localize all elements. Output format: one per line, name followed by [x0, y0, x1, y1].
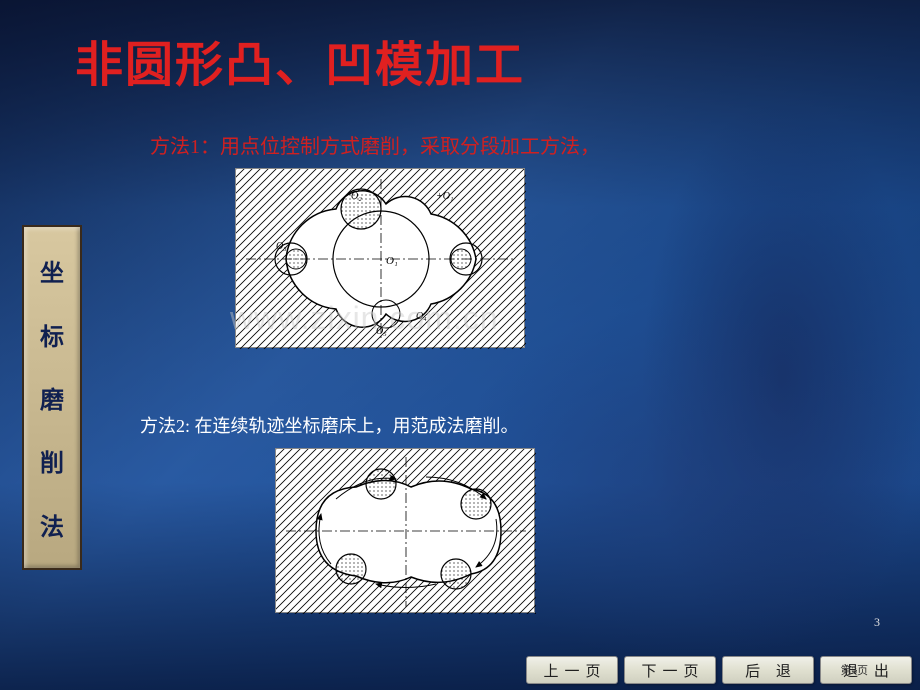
sidebar-char: 标: [40, 317, 64, 352]
page-indicator: 第3页: [841, 662, 869, 678]
method1-caption: 方法1：用点位控制方式磨削，采取分段加工方法，: [150, 130, 600, 159]
sidebar-char: 法: [40, 507, 64, 542]
sidebar-vertical-label: 坐 标 磨 削 法: [22, 225, 82, 570]
svg-text:O₂: O₂: [351, 191, 362, 202]
sidebar-char: 削: [40, 443, 64, 478]
svg-text:O₁: O₁: [386, 255, 398, 267]
svg-text:+O₁: +O₁: [436, 191, 453, 202]
sidebar-char: 磨: [40, 380, 64, 415]
method2-caption: 方法2: 在连续轨迹坐标磨床上，用范成法磨削。: [140, 412, 519, 438]
svg-text:O₅: O₅: [376, 326, 387, 337]
prev-button[interactable]: 上一页: [526, 656, 618, 684]
sidebar-char: 坐: [40, 253, 64, 288]
svg-text:O₄: O₄: [416, 311, 427, 322]
diagram-method1: O₁ O₂ O₃ +O₁ O₄ O₅: [235, 168, 525, 348]
svg-text:O₃: O₃: [276, 241, 287, 252]
diagram-method2: [275, 448, 535, 613]
next-button[interactable]: 下一页: [624, 656, 716, 684]
page-title: 非圆形凸、凹模加工: [75, 25, 525, 95]
back-button[interactable]: 后 退: [722, 656, 814, 684]
page-number-small: 3: [874, 615, 880, 630]
